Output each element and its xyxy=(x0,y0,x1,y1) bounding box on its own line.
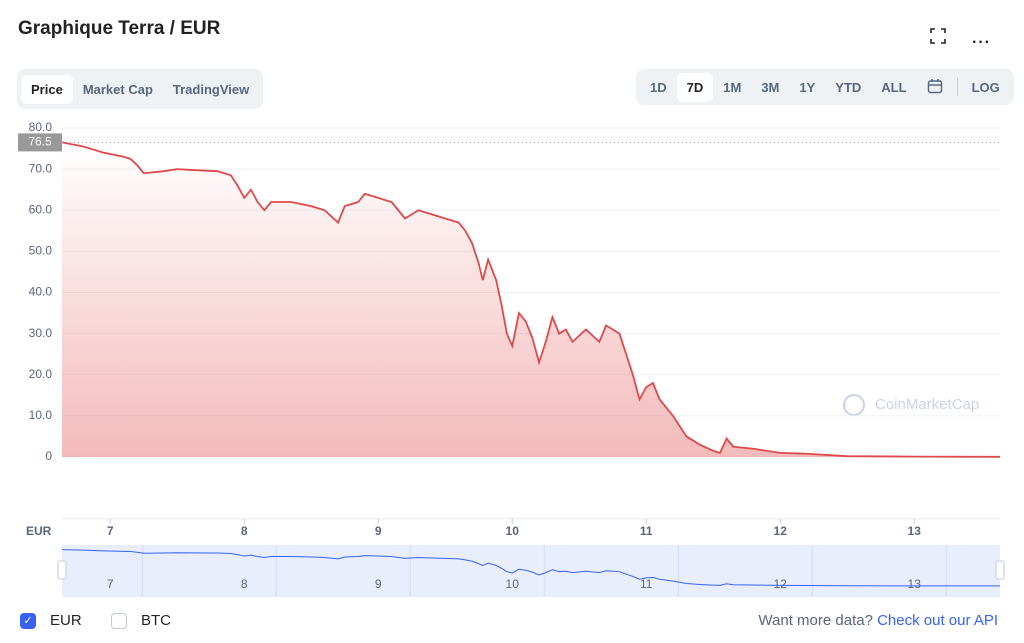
y-tick-label: 70.0 xyxy=(29,161,53,175)
range-group: 1D 7D 1M 3M 1Y YTD ALL LOG xyxy=(636,69,1014,105)
range-button[interactable]: YTD xyxy=(835,79,862,95)
area xyxy=(62,142,1000,458)
separator xyxy=(956,78,958,96)
navigator-line xyxy=(61,549,1001,587)
navigator-tick-label: 10 xyxy=(506,577,520,591)
currency-label: EUR xyxy=(26,524,52,538)
tab[interactable]: Price xyxy=(21,74,73,104)
range-button[interactable]: ALL xyxy=(881,79,907,95)
toggle-label: BTC xyxy=(141,612,171,629)
api-link[interactable]: Check out our API xyxy=(877,612,998,629)
toggle[interactable]: ✓ EUR xyxy=(20,612,82,630)
title: Graphique Terra / EUR xyxy=(18,18,221,39)
fullscreen-icon[interactable] xyxy=(930,28,946,44)
price-line xyxy=(61,141,1001,458)
range-button[interactable]: 1M xyxy=(723,79,742,95)
toggle[interactable]: BTC xyxy=(111,612,171,630)
watermark: CoinMarketCap xyxy=(875,396,979,413)
x-tick-label: 11 xyxy=(640,524,653,538)
navigator-tick-label: 8 xyxy=(241,577,248,591)
navigator-tick-label: 13 xyxy=(908,577,922,591)
x-tick-label: 10 xyxy=(506,524,520,538)
tab[interactable]: TradingView xyxy=(172,81,250,97)
navigator-tick-label: 9 xyxy=(375,577,382,591)
y-tick-label: 0 xyxy=(45,449,52,463)
x-tick-label: 12 xyxy=(774,524,788,538)
x-tick-label: 9 xyxy=(375,524,382,538)
tab-group: Price Market Cap TradingView xyxy=(17,69,264,109)
navigator-tick-label: 7 xyxy=(107,577,114,591)
log-button[interactable]: LOG xyxy=(971,79,1000,95)
range-button[interactable]: 1D xyxy=(650,79,667,95)
navigator xyxy=(62,545,1000,597)
y-tick-label: 40.0 xyxy=(29,285,53,299)
y-tick-label: 60.0 xyxy=(29,202,53,216)
more-icon[interactable]: ··· xyxy=(972,34,991,51)
last-price-box xyxy=(18,133,62,152)
range-button[interactable]: 3M xyxy=(761,79,780,95)
navigator-handle[interactable] xyxy=(57,560,67,580)
footer-prompt: Want more data? xyxy=(758,612,873,629)
footer: Want more data? Check out our API xyxy=(758,612,998,629)
x-tick-label: 8 xyxy=(241,524,248,538)
y-tick-label: 20.0 xyxy=(29,367,53,381)
toggle-label: EUR xyxy=(50,612,82,629)
x-tick-label: 7 xyxy=(107,524,114,538)
y-tick-label: 80.0 xyxy=(29,120,53,134)
y-tick-label: 30.0 xyxy=(29,326,53,340)
range-button[interactable]: 1Y xyxy=(799,79,816,95)
calendar-icon xyxy=(927,78,942,93)
checkbox xyxy=(111,613,127,630)
icon xyxy=(930,28,946,44)
tab[interactable]: Market Cap xyxy=(82,81,153,97)
navigator-tick-label: 11 xyxy=(640,577,653,591)
range-button[interactable]: 7D xyxy=(676,72,714,102)
y-tick-label: 10.0 xyxy=(29,408,53,422)
x-tick-label: 13 xyxy=(908,524,922,538)
navigator-tick-label: 12 xyxy=(774,577,788,591)
chart: EUR CoinMarketCap 0 10.0 20.0 30.0 40.0 50.0 6… xyxy=(18,120,1005,597)
watermark-logo xyxy=(843,394,865,416)
navigator-handle[interactable] xyxy=(995,560,1005,580)
last-price-label: 76.5 xyxy=(28,135,52,149)
y-tick-label: 50.0 xyxy=(29,244,53,258)
checkbox: ✓ xyxy=(20,613,36,630)
calendar-button[interactable] xyxy=(917,71,953,104)
